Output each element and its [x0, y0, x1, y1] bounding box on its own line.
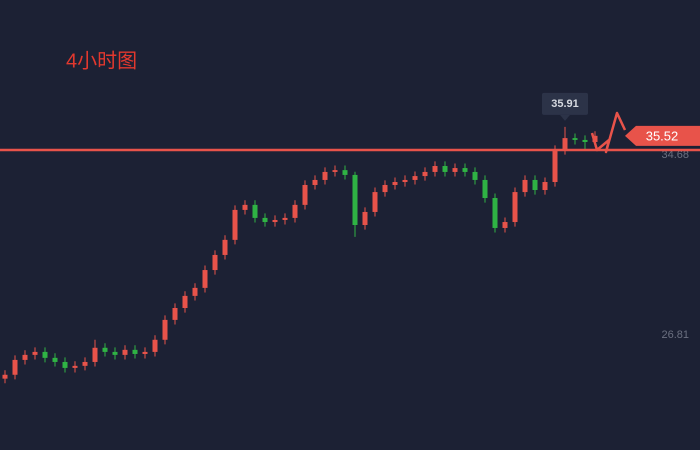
candle-body [122, 349, 128, 355]
candle-body [562, 138, 568, 150]
high-label-pointer [560, 114, 570, 121]
candle-body [372, 192, 378, 212]
candle-body [332, 170, 338, 172]
candle-body [522, 179, 528, 193]
candle-body [392, 182, 398, 185]
candle-body [542, 182, 548, 191]
candle-body [582, 139, 588, 142]
drawn-arrow [590, 111, 627, 154]
candle-body [102, 347, 108, 352]
price-tag [625, 125, 700, 146]
y-tick-label: 26.81 [661, 329, 689, 341]
candle-body [52, 357, 58, 362]
candle-body [32, 351, 38, 355]
candle-body [462, 168, 468, 172]
candle-body [472, 171, 478, 180]
candle-body [82, 361, 88, 366]
candle-body [382, 184, 388, 193]
candle-body [432, 166, 438, 172]
candle-body [502, 222, 508, 228]
candle-body [402, 179, 408, 183]
high-label-box [542, 92, 588, 115]
high-label: 35.91 [551, 98, 579, 110]
candle-body [232, 209, 238, 240]
candle-body [302, 184, 308, 205]
candle-body [182, 295, 188, 309]
candle-body [192, 287, 198, 296]
candle-body [442, 166, 448, 172]
candle-body [422, 171, 428, 177]
candle-body [592, 135, 598, 142]
candle-body [142, 351, 148, 354]
candle-body [92, 347, 98, 362]
candle-body [352, 174, 358, 225]
candle-body [262, 217, 268, 223]
candle-body [112, 351, 118, 355]
candle-body [572, 138, 578, 140]
candle-body [172, 308, 178, 320]
candle-body [312, 179, 318, 185]
candle-body [152, 339, 158, 352]
candle-body [322, 171, 328, 180]
candle-body [222, 239, 228, 255]
candle-body [2, 374, 8, 379]
candle-body [412, 176, 418, 180]
candle-body [212, 254, 218, 271]
candle-body [42, 351, 48, 358]
chart-title: 4小时图 [66, 49, 137, 72]
candle-body [282, 217, 288, 220]
candle-body [532, 179, 538, 191]
candle-body [242, 204, 248, 210]
price-tag-label: 35.52 [646, 128, 679, 143]
candle-body [362, 211, 368, 225]
candle-body [482, 179, 488, 199]
candle-body [132, 349, 138, 354]
candle-body [62, 361, 68, 368]
candle-body [162, 319, 168, 340]
candle-body [272, 219, 278, 223]
candle-body [72, 365, 78, 368]
candle-body [202, 270, 208, 288]
candle-body [252, 204, 258, 218]
candle-body [292, 204, 298, 218]
candle-body [342, 170, 348, 175]
candle-body [12, 359, 18, 375]
candle-body [492, 198, 498, 228]
candle-body [552, 150, 558, 183]
y-tick-label: 34.68 [661, 149, 689, 161]
candle-body [22, 354, 28, 360]
candle-body [512, 192, 518, 223]
candle-body [452, 168, 458, 172]
